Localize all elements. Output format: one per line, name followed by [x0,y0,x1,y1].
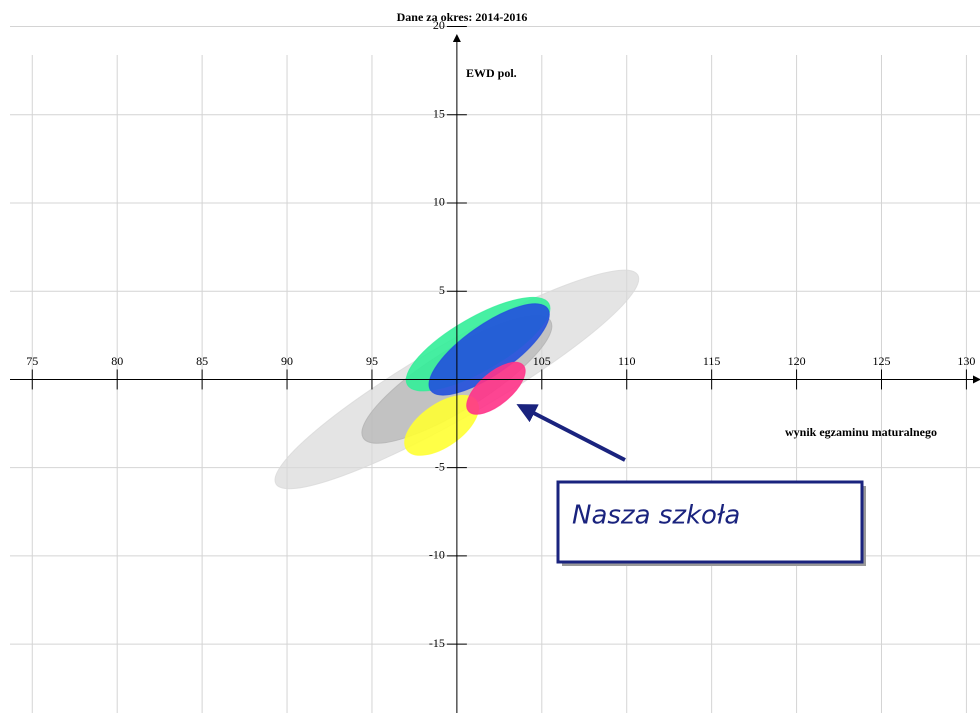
x-tick-label: 95 [366,354,378,368]
grid [10,25,980,713]
y-tick-label: 5 [439,283,445,297]
chart-title: Dane za okres: 2014-2016 [397,10,528,24]
annotation: Nasza szkoła [572,501,740,531]
y-tick-label: -10 [429,548,445,562]
axes: 75 80 85 90 95 105 110 115 120 125 1302015105-5-10… [10,18,980,713]
x-tick-label: 115 [703,354,721,368]
ellipse [466,361,526,415]
x-tick-label: 105 [533,354,551,368]
y-tick-label: -15 [429,636,445,650]
x-tick-label: 125 [872,354,890,368]
x-tick-label: 110 [618,354,636,368]
x-tick-label: 120 [788,354,806,368]
x-axis-label: wynik egzaminu maturalnego [785,425,937,439]
y-tick-label: -5 [435,459,445,473]
x-tick-label: 80 [111,354,123,368]
x-tick-label: 90 [281,354,293,368]
y-tick-label: 20 [433,18,445,32]
x-tick-label: 75 [26,354,38,368]
x-tick-label: 130 [957,354,975,368]
y-axis-label: EWD pol. [466,66,517,80]
y-tick-label: 10 [433,195,445,209]
x-tick-label: 85 [196,354,208,368]
y-tick-label: 15 [433,106,445,120]
annotation-box [556,480,864,564]
annotation-arrow [516,404,626,462]
